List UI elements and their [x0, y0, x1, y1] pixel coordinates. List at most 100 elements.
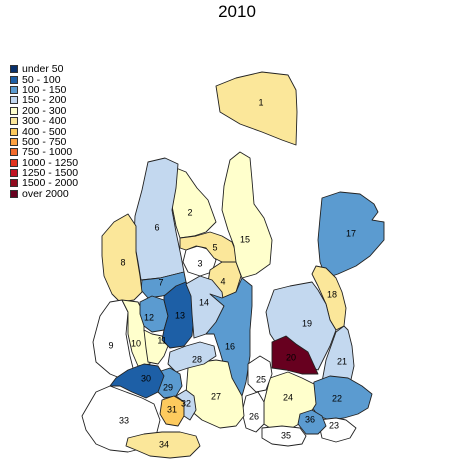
legend-label: 50 - 100	[22, 73, 61, 86]
region-label-36: 36	[305, 414, 315, 424]
region-label-11: 11	[157, 335, 166, 345]
legend-swatch	[10, 96, 18, 105]
region-13	[161, 281, 195, 349]
region-32	[175, 389, 197, 421]
legend-swatch	[10, 179, 18, 188]
region-label-22: 22	[332, 393, 342, 403]
region-label-17: 17	[346, 228, 356, 238]
region-label-1: 1	[258, 97, 263, 107]
region-31	[159, 395, 185, 427]
legend-label: 1250 - 1500	[22, 167, 79, 180]
region-1	[215, 71, 298, 146]
region-label-13: 13	[175, 310, 185, 320]
legend-item: 750 - 1000	[10, 146, 78, 159]
region-label-20: 20	[286, 352, 296, 362]
region-label-16: 16	[225, 341, 235, 351]
region-21	[321, 325, 355, 389]
region-label-4: 4	[220, 276, 225, 286]
region-label-35: 35	[281, 430, 291, 440]
region-label-31: 31	[167, 404, 177, 414]
region-label-32: 32	[181, 398, 191, 408]
region-label-21: 21	[337, 356, 347, 366]
region-label-7: 7	[158, 277, 163, 287]
legend-label: under 50	[22, 63, 64, 76]
region-30	[109, 363, 165, 399]
region-28	[167, 341, 217, 373]
legend-item: 300 - 400	[10, 116, 78, 126]
legend-swatch	[10, 65, 18, 74]
region-20	[271, 335, 319, 375]
region-label-26: 26	[249, 411, 259, 421]
region-label-5: 5	[212, 242, 217, 252]
region-label-6: 6	[154, 222, 159, 232]
region-label-34: 34	[159, 439, 169, 449]
legend-label: 150 - 200	[22, 94, 67, 107]
legend-label: 400 - 500	[22, 125, 67, 138]
region-label-8: 8	[120, 257, 125, 267]
region-15	[221, 151, 273, 279]
legend-swatch	[10, 148, 18, 157]
region-label-24: 24	[283, 392, 293, 402]
region-label-28: 28	[192, 354, 202, 364]
legend-label: over 2000	[22, 187, 69, 200]
legend-label: 1000 - 1250	[22, 156, 79, 169]
legend-swatch	[10, 137, 18, 146]
region-9	[92, 299, 135, 379]
region-label-2: 2	[187, 207, 192, 217]
region-label-33: 33	[119, 415, 129, 425]
legend-label: 1500 - 2000	[22, 177, 79, 190]
legend-label: 100 - 150	[22, 83, 67, 96]
region-5	[179, 231, 237, 263]
legend-label: 200 - 300	[22, 104, 67, 117]
region-label-25: 25	[256, 374, 266, 384]
legend-swatch	[10, 189, 18, 198]
region-25	[247, 355, 273, 393]
legend-item: 1000 - 1250	[10, 156, 79, 169]
region-23	[317, 417, 357, 443]
legend-swatch	[10, 169, 18, 178]
region-16	[205, 277, 253, 397]
region-label-10: 10	[131, 338, 141, 348]
region-label-29: 29	[163, 382, 173, 392]
region-label-15: 15	[240, 234, 250, 244]
region-label-30: 30	[141, 373, 151, 383]
legend-item: 150 - 200	[10, 94, 78, 107]
region-label-19: 19	[302, 318, 312, 328]
legend-swatch	[10, 117, 18, 126]
regions-layer	[81, 71, 385, 459]
legend-label: 750 - 1000	[22, 146, 73, 159]
legend-item: 1250 - 1500	[10, 168, 78, 178]
legend-item: 200 - 300	[10, 106, 78, 116]
region-35	[261, 425, 307, 447]
region-label-3: 3	[197, 258, 202, 268]
legend-swatch	[10, 158, 18, 167]
region-label-9: 9	[108, 340, 113, 350]
region-36	[297, 409, 327, 435]
legend-item: 50 - 100	[10, 73, 78, 86]
legend-label: 500 - 750	[22, 135, 67, 148]
region-2	[170, 167, 217, 239]
region-label-14: 14	[199, 297, 209, 307]
legend-swatch	[10, 106, 18, 115]
legend-item: 400 - 500	[10, 125, 78, 138]
legend-label: 300 - 400	[22, 115, 67, 128]
region-label-18: 18	[327, 289, 337, 299]
legend-swatch	[10, 127, 18, 136]
region-34	[125, 431, 201, 459]
legend-swatch	[10, 85, 18, 94]
region-label-12: 12	[144, 312, 154, 322]
legend: under 50 50 - 100 100 - 150 150 - 200 200 - …	[10, 64, 78, 199]
region-label-23: 23	[329, 420, 339, 430]
region-17	[317, 191, 385, 279]
legend-item: under 50	[10, 64, 78, 74]
map-title: 2010	[218, 2, 256, 21]
legend-item: 100 - 150	[10, 85, 78, 95]
legend-item: over 2000	[10, 189, 78, 199]
region-label-27: 27	[211, 391, 221, 401]
legend-item: 1500 - 2000	[10, 177, 79, 190]
legend-item: 500 - 750	[10, 137, 78, 147]
region-18	[311, 265, 347, 331]
legend-swatch	[10, 75, 18, 84]
